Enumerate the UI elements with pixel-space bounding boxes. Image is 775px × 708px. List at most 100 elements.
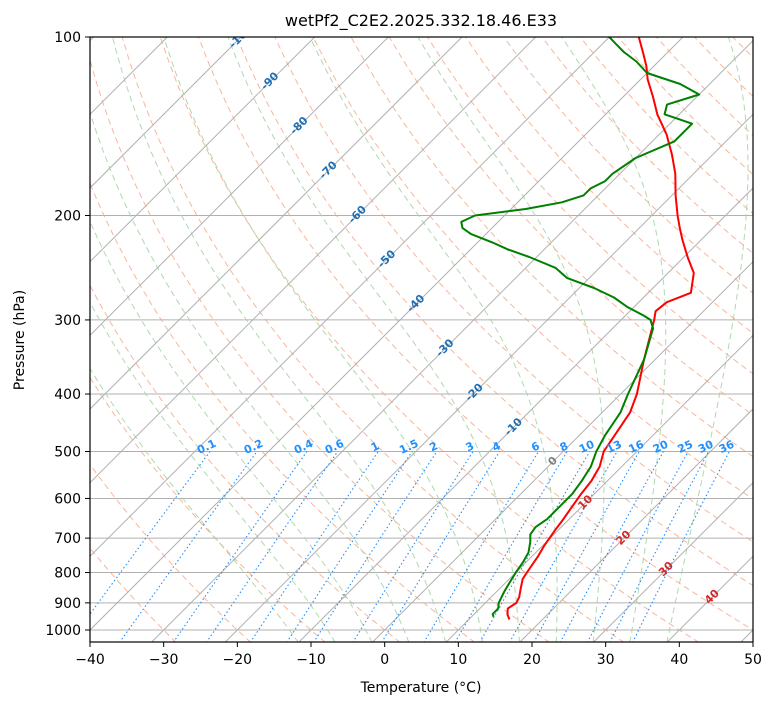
- mixing-ratio-label: 16: [627, 438, 647, 456]
- moist-adiabat: [666, 37, 749, 642]
- isotherm-line: [740, 629, 753, 642]
- moist-adiabat: [163, 37, 484, 642]
- mixing-ratio-line: [509, 451, 618, 642]
- mixing-ratio-label: 1.5: [397, 437, 420, 457]
- chart-title: wetPf2_C2E2.2025.332.18.46.E33: [285, 11, 557, 31]
- mixing-ratio-line: [352, 451, 474, 642]
- x-tick-label: −30: [149, 652, 179, 668]
- x-tick-label: 10: [449, 652, 467, 668]
- mixing-ratio-label: 25: [676, 438, 695, 456]
- dewpoint-profile-line: [460, 37, 701, 618]
- x-axis-label: Temperature (°C): [360, 680, 482, 696]
- mixing-ratio-line: [533, 451, 640, 642]
- isotherm-line: [90, 37, 537, 484]
- dry-adiabat: [159, 37, 700, 642]
- y-tick-label: 200: [54, 209, 81, 225]
- mixing-ratio-label: 20: [651, 438, 671, 456]
- mixing-ratio-label: 10: [577, 438, 597, 456]
- x-tick-label: 20: [523, 652, 541, 668]
- isotherm-line: [666, 555, 753, 642]
- mixing-ratio-label: 4: [490, 439, 503, 454]
- mixing-ratio-line: [172, 451, 308, 642]
- dry-adiabat: [771, 37, 775, 643]
- mixing-ratio-label: 0.2: [242, 437, 265, 457]
- mixing-ratio-line: [90, 451, 211, 616]
- y-tick-label: 400: [54, 387, 81, 403]
- x-tick-label: 30: [597, 652, 615, 668]
- isotherm-line: [90, 37, 610, 558]
- y-tick-label: 1000: [45, 623, 81, 639]
- background-lines: [90, 37, 775, 643]
- mixing-ratio-label: 3: [464, 439, 476, 454]
- isotherm-line: [150, 39, 753, 642]
- mixing-ratio-line: [454, 451, 568, 642]
- mixing-ratio-line: [206, 451, 339, 642]
- mixing-ratio-line: [119, 451, 258, 642]
- y-axis: 100 200 300 400 500 600 700 800 900 1000: [45, 30, 90, 639]
- mixing-ratio-line: [423, 451, 539, 642]
- x-tick-label: −20: [223, 652, 253, 668]
- dry-adiabat: [236, 37, 753, 587]
- dry-adiabat: [90, 284, 401, 642]
- mixing-ratio-line: [559, 451, 664, 642]
- dry-adiabat: [694, 37, 753, 98]
- isotherm-line: [90, 37, 389, 337]
- moist-adiabat: [309, 37, 558, 642]
- x-tick-label: 50: [744, 652, 762, 668]
- x-tick-label: 40: [670, 652, 688, 668]
- isotherm-line: [371, 260, 753, 642]
- mixing-ratio-line: [286, 451, 413, 642]
- y-axis-label: Pressure (hPa): [12, 290, 28, 390]
- dry-adiabat: [465, 37, 753, 334]
- moist-adiabat: [112, 37, 447, 642]
- y-tick-label: 800: [54, 566, 81, 582]
- isotherm-line: [90, 37, 242, 189]
- moist-adiabat: [90, 367, 299, 642]
- dry-adiabat: [90, 463, 251, 642]
- isotherm-line: [90, 37, 684, 631]
- y-tick-label: 900: [54, 596, 81, 612]
- dry-adiabat: [198, 37, 753, 631]
- y-tick-label: 300: [54, 313, 81, 329]
- moist-adiabat: [90, 220, 373, 642]
- moist-adiabat: [90, 301, 336, 642]
- mixing-ratio-line: [632, 451, 730, 642]
- y-tick-label: 500: [54, 444, 81, 460]
- moist-adiabat: [90, 110, 410, 642]
- moist-adiabat: [561, 37, 667, 642]
- dry-adiabat: [503, 37, 753, 294]
- dry-adiabat: [617, 37, 753, 176]
- dry-adiabat: [90, 181, 476, 642]
- x-axis: −40 −30 −20 −10 0 10 20 30 40 50: [75, 642, 762, 668]
- mixing-ratio-line: [586, 451, 689, 642]
- moist-adiabat: [417, 37, 605, 642]
- isotherm-line: [519, 408, 753, 642]
- mixing-ratio-line: [313, 451, 438, 642]
- mixing-ratio-label: 1: [369, 439, 381, 454]
- mixing-ratio-label: 36: [717, 438, 737, 456]
- isotherm-line: [224, 113, 753, 642]
- mixing-ratio-label: 6: [529, 439, 542, 454]
- moist-adiabat: [227, 37, 520, 642]
- plot-frame: [89, 36, 754, 643]
- mixing-ratio-label: 2: [427, 439, 439, 454]
- mixing-ratio-line: [381, 451, 501, 642]
- dry-adiabat: [121, 37, 625, 642]
- dry-adiabat: [350, 37, 753, 458]
- y-tick-label: 700: [54, 531, 81, 547]
- mixing-ratio-label: 30: [696, 438, 716, 456]
- temperature-profile-line: [506, 37, 695, 620]
- y-tick-label: 600: [54, 491, 81, 507]
- mixing-ratio-label: 0.1: [195, 437, 218, 457]
- x-tick-label: 0: [380, 652, 389, 668]
- dry-adiabat: [90, 57, 550, 642]
- isotherm-line: [298, 187, 753, 642]
- data-series: [460, 37, 701, 620]
- mixing-ratio-label: 0.6: [323, 437, 346, 457]
- mixing-ratio-label: 13: [604, 438, 623, 456]
- y-tick-label: 100: [54, 30, 81, 46]
- isotherm-line: [90, 37, 463, 410]
- mixing-ratio-line: [249, 451, 379, 642]
- dry-adiabat: [274, 37, 753, 543]
